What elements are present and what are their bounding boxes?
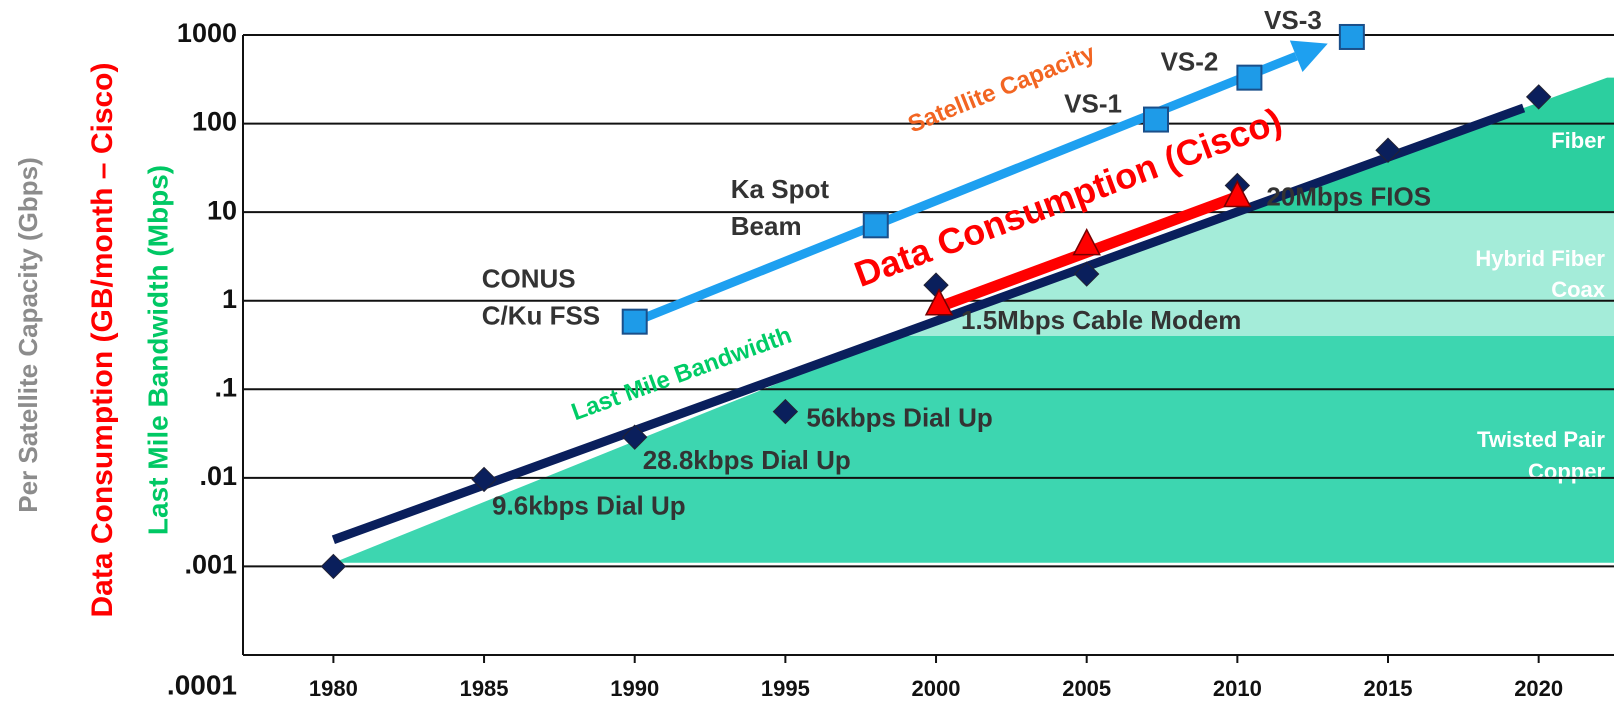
- point-label: Beam: [731, 211, 802, 241]
- point-label: 9.6kbps Dial Up: [492, 490, 686, 520]
- y-tick-label: .01: [199, 461, 237, 491]
- y-axis-title: Per Satellite Capacity (Gbps): [13, 157, 43, 512]
- y-axis-title: Data Consumption (GB/month – Cisco): [86, 63, 119, 618]
- y-tick-label: 10: [207, 195, 237, 225]
- x-tick-label: 2000: [912, 676, 961, 701]
- region-label: Coax: [1551, 277, 1606, 302]
- y-tick-label: 100: [192, 107, 237, 137]
- square-marker: [621, 308, 648, 335]
- triangle-marker: [1072, 227, 1101, 256]
- diamond-marker: [1375, 137, 1401, 163]
- square-marker: [1142, 106, 1169, 133]
- x-tick-label: 1985: [460, 676, 509, 701]
- x-tick-label: 2010: [1213, 676, 1262, 701]
- point-label: 20Mbps FIOS: [1266, 181, 1431, 211]
- diamond-marker: [622, 424, 648, 450]
- region-label: Fiber: [1551, 128, 1605, 153]
- diamond-marker: [471, 466, 497, 493]
- point-label: VS-2: [1161, 47, 1219, 77]
- square-marker: [862, 212, 889, 239]
- point-label: Ka Spot: [731, 174, 830, 204]
- y-tick-label: 1: [222, 284, 237, 314]
- point-label: VS-1: [1064, 88, 1122, 118]
- region: [895, 212, 1614, 336]
- diamond-marker: [1073, 261, 1100, 287]
- region-label: Copper: [1528, 459, 1605, 484]
- square-marker: [1236, 64, 1263, 91]
- x-tick-label: 2015: [1364, 676, 1413, 701]
- arrow-shaft: [633, 52, 1298, 326]
- region-label: Hybrid Fiber: [1475, 246, 1605, 271]
- x-tick-label: 1990: [610, 676, 659, 701]
- x-tick-label: 2020: [1514, 676, 1563, 701]
- diamond-marker: [923, 272, 949, 298]
- diamond-marker: [320, 553, 347, 580]
- region-label: Twisted Pair: [1477, 427, 1605, 452]
- triangle-marker: [924, 288, 954, 316]
- point-label: 28.8kbps Dial Up: [643, 445, 851, 475]
- y-tick-label: .0001: [167, 669, 237, 700]
- diamond-marker: [1525, 84, 1552, 110]
- square-marker: [1338, 23, 1365, 50]
- point-label: CONUS: [482, 264, 576, 294]
- y-tick-label: 1000: [177, 18, 237, 48]
- region: [333, 335, 1614, 563]
- y-tick-label: .001: [184, 550, 237, 580]
- diamond-marker: [772, 398, 799, 425]
- trend-line: [331, 103, 1526, 544]
- x-tick-label: 2005: [1062, 676, 1111, 701]
- y-axis-title: Last Mile Bandwidth (Mbps): [142, 165, 173, 535]
- x-tick-label: 1995: [761, 676, 810, 701]
- point-label: C/Ku FSS: [482, 301, 600, 331]
- arrow-head: [1289, 40, 1328, 73]
- triangle-marker: [1223, 179, 1252, 208]
- point-label: 1.5Mbps Cable Modem: [961, 305, 1241, 335]
- point-label: VS-3: [1264, 5, 1322, 35]
- x-tick-label: 1980: [309, 676, 358, 701]
- arrow: [633, 40, 1328, 326]
- y-tick-label: .1: [214, 372, 237, 402]
- point-label: 56kbps Dial Up: [806, 402, 992, 432]
